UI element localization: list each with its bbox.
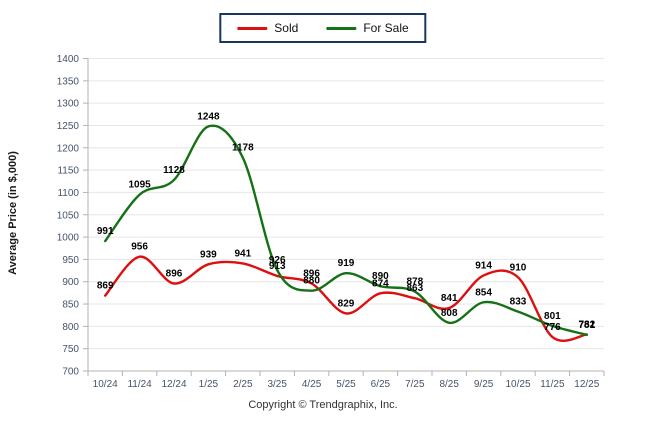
data-label-for-sale: 833 [510,297,527,308]
data-label-sold: 896 [303,269,320,280]
x-tick-label: 9/25 [474,379,494,390]
data-label-for-sale: 808 [441,308,458,319]
legend-swatch-sold [237,26,268,30]
x-tick-label: 2/25 [233,379,253,390]
data-label-for-sale: 926 [269,255,286,266]
data-label-sold: 939 [200,249,217,260]
x-tick-label: 12/25 [574,379,599,390]
data-label-sold: 829 [338,298,355,309]
y-tick-label: 1200 [57,143,80,154]
x-tick-label: 12/24 [161,379,186,390]
x-tick-label: 10/25 [505,379,530,390]
data-label-sold: 782 [578,319,595,330]
y-tick-label: 850 [62,300,79,311]
y-tick-label: 1250 [57,121,80,132]
x-tick-label: 5/25 [336,379,356,390]
x-tick-label: 10/24 [93,379,118,390]
data-label-sold: 874 [372,278,389,289]
data-label-for-sale: 854 [475,287,492,298]
legend-label: Sold [274,21,299,35]
data-label-for-sale: 781 [578,320,595,331]
data-label-sold: 896 [166,269,183,280]
x-tick-label: 4/25 [302,379,322,390]
y-tick-label: 1400 [57,54,80,65]
y-tick-label: 1050 [57,210,80,221]
y-tick-label: 750 [62,344,79,355]
x-tick-label: 7/25 [405,379,425,390]
legend-label: For Sale [363,21,409,35]
sold-line [104,255,588,342]
y-tick-label: 1000 [57,233,80,244]
y-tick-label: 1350 [57,76,80,87]
y-tick-label: 1150 [57,166,79,177]
data-label-for-sale: 890 [372,271,389,282]
x-tick-label: 11/24 [127,379,152,390]
data-label-for-sale: 919 [338,258,355,269]
data-label-sold: 910 [510,262,527,273]
y-tick-label: 900 [62,277,79,288]
data-label-sold: 863 [406,283,423,294]
for-sale-line [104,124,588,337]
data-label-for-sale: 1248 [197,111,220,122]
data-label-for-sale: 991 [97,226,114,237]
legend-swatch-for-sale [326,26,357,30]
copyright-text: Copyright © Trendgraphix, Inc. [248,399,398,411]
x-tick-label: 8/25 [439,379,459,390]
legend-item-for-sale: For Sale [326,21,409,35]
y-tick-label: 700 [62,367,79,378]
y-tick-label: 1300 [57,99,80,110]
data-label-for-sale: 1128 [163,165,185,176]
data-label-for-sale: 878 [406,277,423,288]
data-label-sold: 913 [269,261,286,272]
y-tick-label: 1100 [57,188,79,199]
data-label-sold: 956 [131,242,148,253]
data-label-sold: 941 [234,248,251,259]
x-tick-label: 6/25 [371,379,391,390]
data-label-sold: 869 [97,281,114,292]
data-label-for-sale: 1178 [232,143,254,154]
data-label-for-sale: 801 [544,311,561,322]
legend-item-sold: Sold [237,21,298,35]
data-label-sold: 776 [544,322,561,333]
data-label-for-sale: 1095 [128,180,151,191]
data-label-for-sale: 880 [303,276,320,287]
y-tick-label: 800 [62,322,79,333]
legend: Sold For Sale [219,13,427,43]
x-tick-label: 3/25 [267,379,287,390]
y-tick-label: 950 [62,255,79,266]
x-tick-label: 11/25 [540,379,565,390]
x-tick-label: 1/25 [199,379,219,390]
data-label-sold: 841 [441,293,458,304]
data-label-sold: 914 [475,260,492,271]
